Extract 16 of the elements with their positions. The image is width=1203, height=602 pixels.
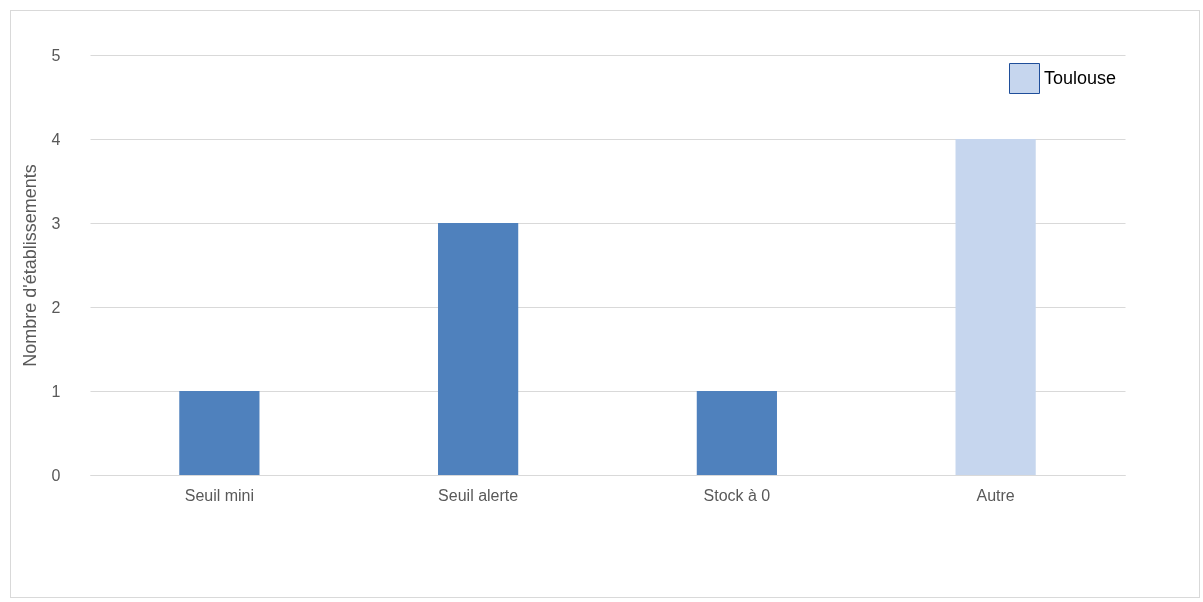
x-tick-label: Seuil mini bbox=[184, 486, 255, 504]
bar bbox=[438, 223, 519, 475]
bar bbox=[696, 391, 777, 475]
y-tick-label: 3 bbox=[51, 214, 61, 232]
y-tick-label: 5 bbox=[51, 46, 61, 64]
y-tick-label: 2 bbox=[51, 298, 61, 316]
bar bbox=[179, 391, 260, 475]
y-tick-label: 1 bbox=[51, 382, 61, 400]
x-tick-label: Seuil alerte bbox=[438, 486, 519, 504]
legend-label: Toulouse bbox=[1044, 67, 1117, 88]
y-tick-label: 0 bbox=[51, 466, 61, 484]
x-tick-label: Stock à 0 bbox=[703, 486, 771, 504]
y-axis-title: Nombre d'établissements bbox=[19, 164, 40, 367]
x-tick-label: Autre bbox=[976, 486, 1015, 504]
y-tick-label: 4 bbox=[51, 130, 61, 148]
bar bbox=[955, 139, 1036, 475]
